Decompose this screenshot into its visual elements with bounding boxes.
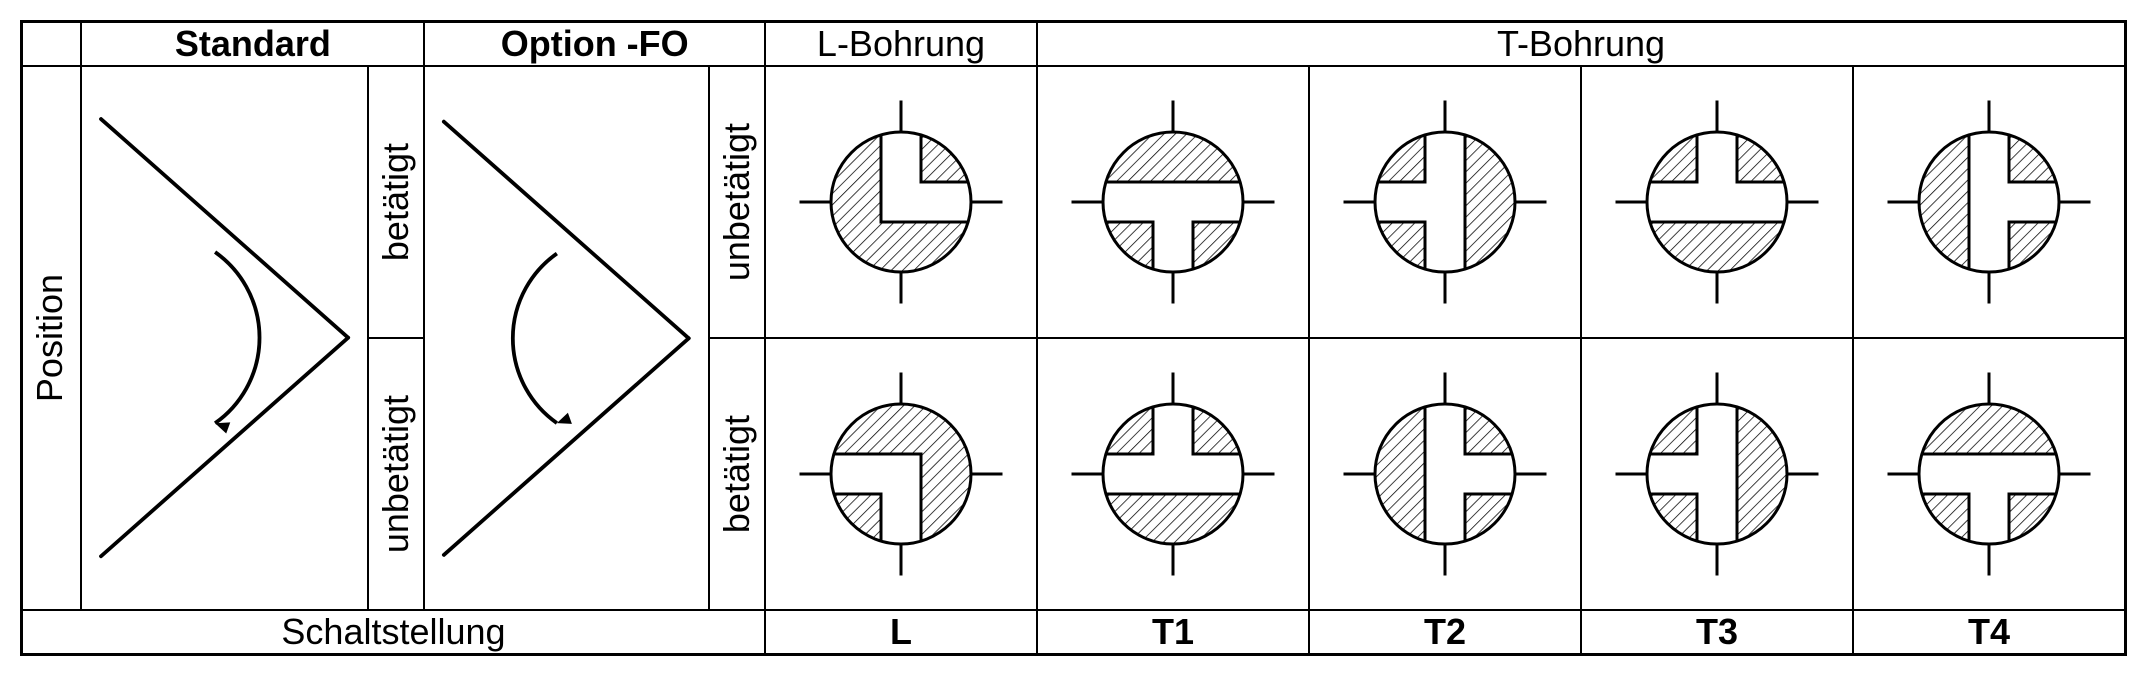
valve-T1-top — [1037, 66, 1309, 338]
corner-blank — [22, 22, 82, 67]
indicator-option-fo — [424, 66, 709, 610]
hdr-l-bohrung: L-Bohrung — [765, 22, 1037, 67]
valve-T4-bot — [1853, 338, 2126, 610]
footer-T1: T1 — [1037, 610, 1309, 655]
valve-L-top — [765, 66, 1037, 338]
std-bot-label: unbetätigt — [368, 338, 424, 610]
std-bot-label-text: unbetätigt — [369, 385, 423, 563]
row-top: Position betätigt unbetätigt — [22, 66, 2126, 338]
valve-T2-bot — [1309, 338, 1581, 610]
std-top-label: betätigt — [368, 66, 424, 338]
valve-T2-top — [1309, 66, 1581, 338]
hdr-standard: Standard — [81, 22, 424, 67]
valve-T1-bot — [1037, 338, 1309, 610]
valve-T4-top — [1853, 66, 2126, 338]
header-row: Standard Option -FO L-Bohrung T-Bohrung — [22, 22, 2126, 67]
valve-T3-top — [1581, 66, 1853, 338]
footer-T2: T2 — [1309, 610, 1581, 655]
position-label-cell: Position — [22, 66, 82, 610]
valve-T3-bot — [1581, 338, 1853, 610]
hdr-option-fo: Option -FO — [424, 22, 765, 67]
footer-row: Schaltstellung L T1 T2 T3 T4 — [22, 610, 2126, 655]
valve-position-table: Standard Option -FO L-Bohrung T-Bohrung … — [20, 20, 2127, 656]
indicator-standard — [81, 66, 368, 610]
footer-T3: T3 — [1581, 610, 1853, 655]
fo-bot-label: betätigt — [709, 338, 765, 610]
std-top-label-text: betätigt — [369, 133, 423, 271]
footer-T4: T4 — [1853, 610, 2126, 655]
hdr-t-bohrung: T-Bohrung — [1037, 22, 2126, 67]
footer-L: L — [765, 610, 1037, 655]
valve-L-bot — [765, 338, 1037, 610]
fo-top-label: unbetätigt — [709, 66, 765, 338]
footer-schaltstellung: Schaltstellung — [22, 610, 765, 655]
fo-top-label-text: unbetätigt — [710, 113, 764, 291]
fo-bot-label-text: betätigt — [710, 405, 764, 543]
position-label: Position — [23, 264, 77, 412]
